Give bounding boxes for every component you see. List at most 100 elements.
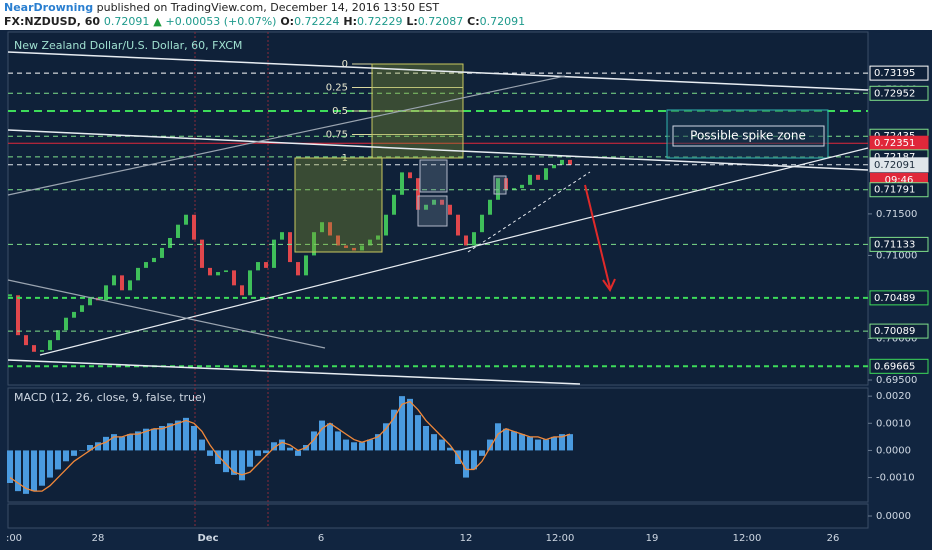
histogram-bar xyxy=(247,450,253,467)
candle xyxy=(424,204,428,210)
level-box xyxy=(869,157,929,173)
x-tick-label: Dec xyxy=(197,533,218,544)
high: 0.72229 xyxy=(357,15,403,28)
x-tick-label: 12:00 xyxy=(733,533,762,544)
level-box xyxy=(869,182,929,198)
candle xyxy=(304,255,308,276)
published: published on TradingView.com, December 1… xyxy=(96,1,440,14)
candle xyxy=(432,199,436,205)
histogram-bar xyxy=(351,442,357,451)
candle xyxy=(72,311,76,318)
candle xyxy=(56,330,60,341)
candle xyxy=(288,232,292,263)
candle xyxy=(16,295,20,336)
price-pane xyxy=(7,31,869,386)
candle xyxy=(176,224,180,238)
pane-title: MACD (12, 26, close, 9, false, true) xyxy=(14,391,206,404)
candle xyxy=(496,178,500,200)
histogram-bar xyxy=(135,431,141,451)
histogram-bar xyxy=(407,398,413,451)
fib-label: 0.5 xyxy=(332,106,348,117)
candle xyxy=(320,222,324,233)
histogram-bar xyxy=(423,426,429,451)
trend-line xyxy=(7,51,869,91)
candle xyxy=(528,174,532,185)
x-tick-label: 12 xyxy=(460,533,473,544)
pane-title: New Zealand Dollar/U.S. Dollar, 60, FXCM xyxy=(14,39,242,52)
candle xyxy=(192,214,196,240)
histogram-bar xyxy=(255,450,261,456)
level-label: 0.71133 xyxy=(874,239,915,250)
candle xyxy=(560,159,564,165)
fib-label: 0.25 xyxy=(326,83,348,94)
y-tick-label: 0.0020 xyxy=(876,391,911,402)
histogram-bar xyxy=(271,442,277,451)
change: +0.00053 (+0.07%) xyxy=(165,15,277,28)
fib-label: 0 xyxy=(342,59,348,70)
histogram-bar xyxy=(23,450,29,494)
candle xyxy=(400,172,404,195)
histogram-bar xyxy=(511,431,517,451)
histogram-bar xyxy=(487,439,493,451)
histogram-bar xyxy=(375,434,381,451)
y-tick-label: -0.0010 xyxy=(876,473,915,484)
c-label: C: xyxy=(467,15,480,28)
candle xyxy=(248,270,252,296)
candle xyxy=(184,214,188,225)
histogram-bar xyxy=(127,434,133,451)
author[interactable]: NearDrowning xyxy=(4,1,94,14)
quote-line: FX:NZDUSD, 60 0.72091 ▲ +0.00053 (+0.07%… xyxy=(4,15,525,28)
publish-line: NearDrowning published on TradingView.co… xyxy=(4,1,439,14)
trend-line xyxy=(39,147,869,356)
candle xyxy=(112,275,116,286)
candle xyxy=(224,270,228,273)
candle xyxy=(360,245,364,251)
histogram-bar xyxy=(327,423,333,451)
histogram-bar xyxy=(543,439,549,451)
candle xyxy=(104,285,108,301)
histogram-bar xyxy=(167,423,173,451)
close: 0.72091 xyxy=(479,15,526,28)
up-arrow: ▲ xyxy=(153,15,162,28)
histogram-bar xyxy=(287,447,293,451)
histogram-bar xyxy=(95,442,101,451)
histogram-bar xyxy=(15,450,21,492)
candle xyxy=(296,262,300,276)
l-label: L: xyxy=(406,15,418,28)
x-tick-label: 28 xyxy=(92,533,105,544)
histogram-bar xyxy=(383,423,389,451)
histogram-bar xyxy=(239,450,245,481)
histogram-bar xyxy=(527,436,533,451)
x-tick-label: :00 xyxy=(6,533,22,544)
histogram-bar xyxy=(335,431,341,451)
candle xyxy=(344,245,348,248)
candle xyxy=(80,305,84,312)
histogram-bar xyxy=(143,428,149,451)
histogram-bar xyxy=(31,450,37,492)
candle xyxy=(168,237,172,248)
candle xyxy=(216,272,220,276)
open: 0.72224 xyxy=(294,15,340,28)
low: 0.72087 xyxy=(417,15,464,28)
level-label: 0.72091 xyxy=(874,160,915,171)
candle xyxy=(32,345,36,352)
histogram-bar xyxy=(471,450,477,470)
histogram-bar xyxy=(455,450,461,464)
candle xyxy=(384,214,388,236)
level-label: 0.69665 xyxy=(874,361,915,372)
histogram-bar xyxy=(567,434,573,451)
fib-label: 0.75 xyxy=(326,130,348,141)
histogram-bar xyxy=(207,450,213,456)
candle xyxy=(472,232,476,246)
candle xyxy=(416,178,420,210)
y-tick-label: 0.71500 xyxy=(876,209,917,220)
candle xyxy=(24,335,28,346)
histogram-bar xyxy=(199,439,205,451)
level-label: 0.72952 xyxy=(874,88,915,99)
candle xyxy=(392,194,396,215)
countdown: 09:46 xyxy=(885,175,914,186)
x-tick-label: 12:00 xyxy=(546,533,575,544)
level-box xyxy=(869,323,929,339)
histogram-bar xyxy=(447,447,453,451)
